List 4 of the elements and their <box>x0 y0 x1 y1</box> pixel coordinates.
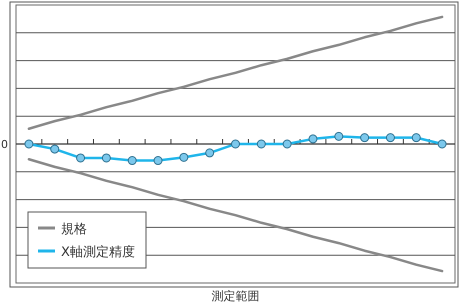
legend-label: X軸測定精度 <box>61 244 135 260</box>
text: 0 <box>1 138 8 151</box>
legend-label: 規格 <box>61 222 87 237</box>
x-axis-title: 測定範囲 <box>212 289 260 303</box>
